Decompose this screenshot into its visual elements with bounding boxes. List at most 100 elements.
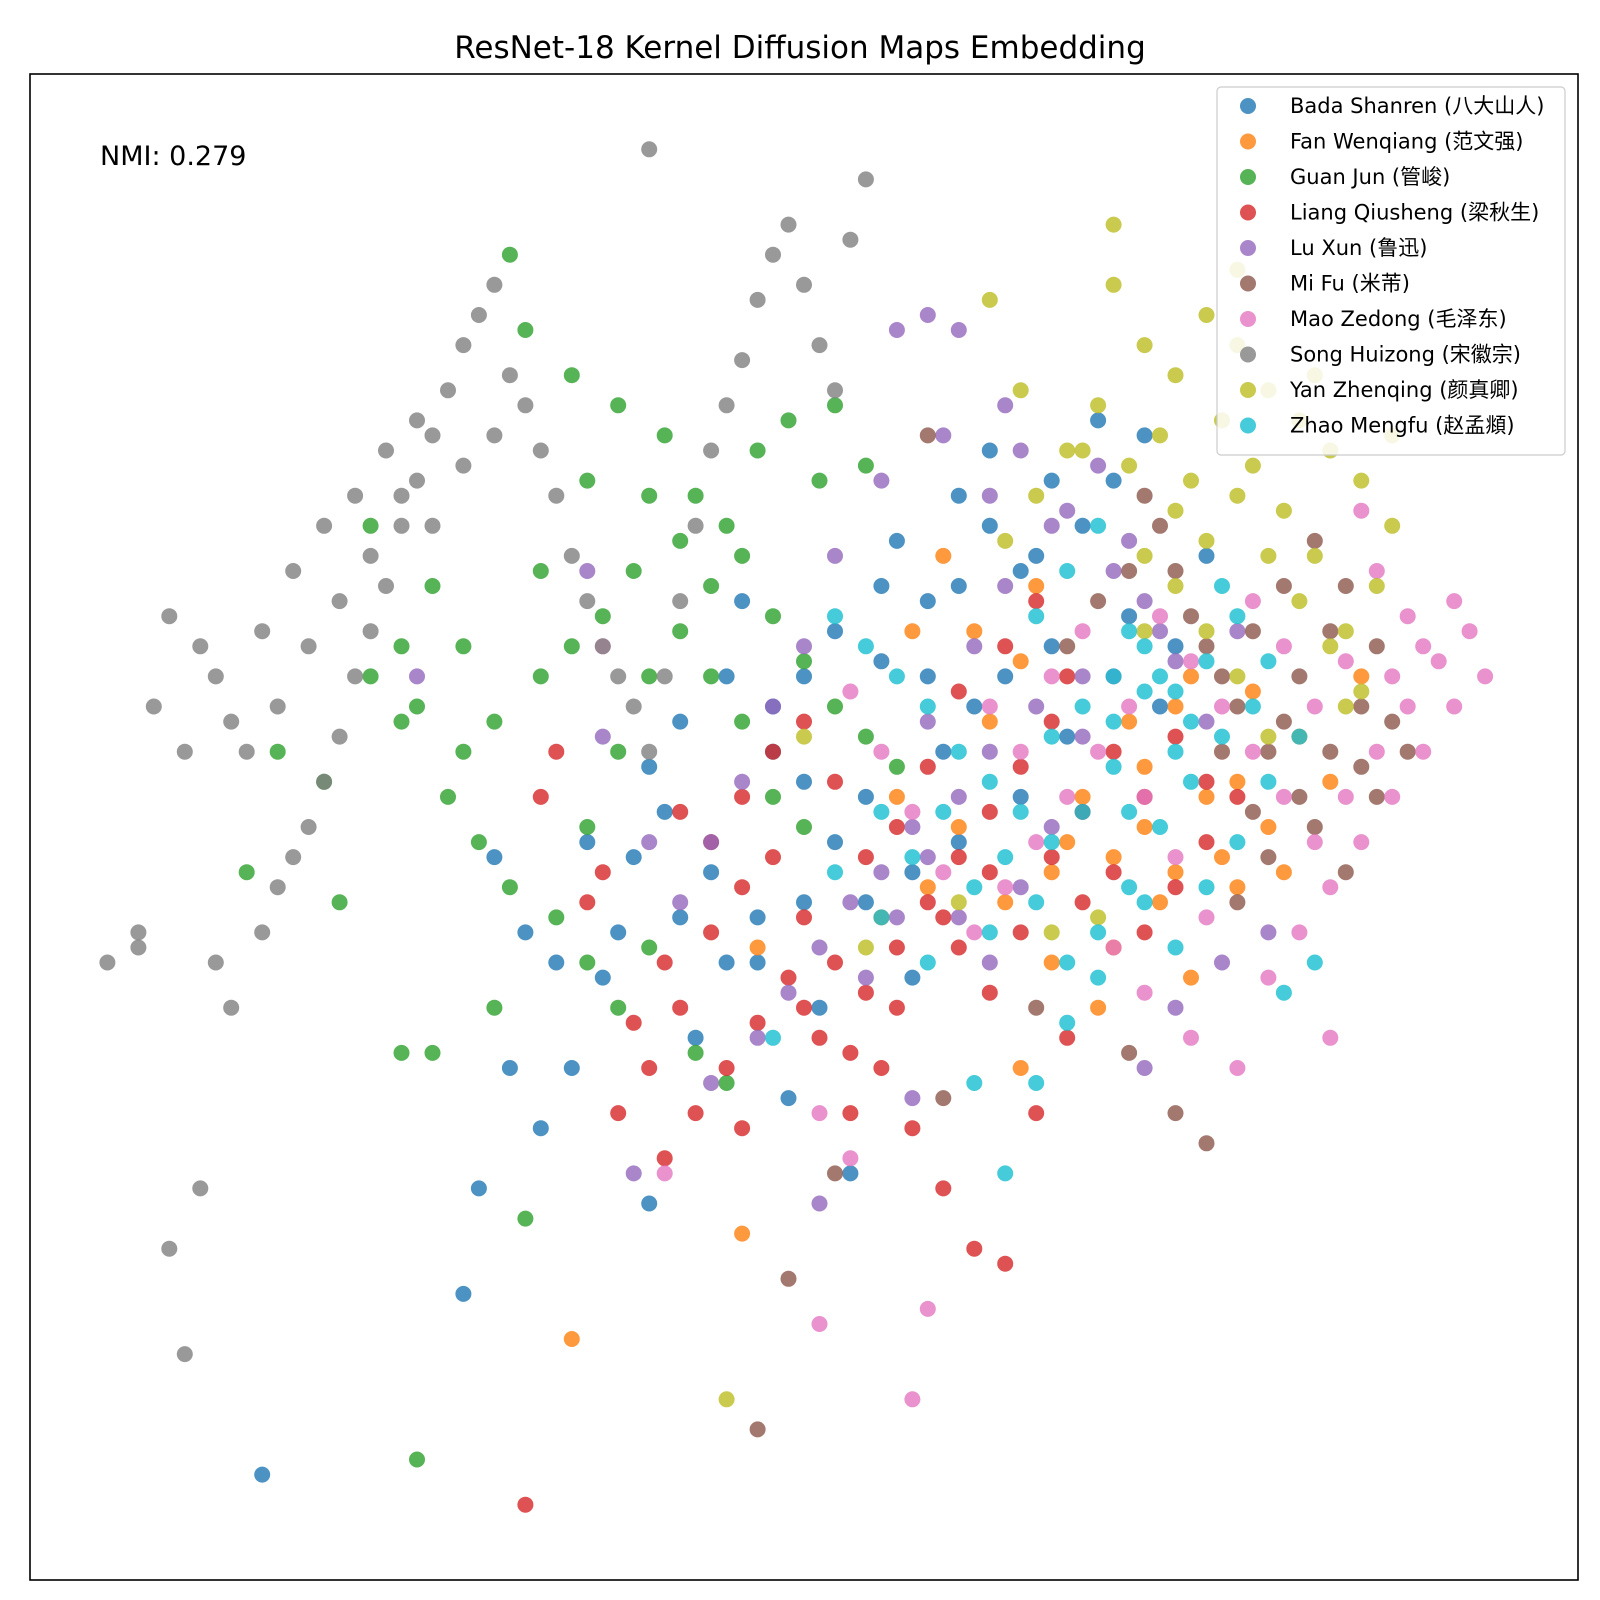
data-point-series-6: [1229, 1060, 1246, 1076]
data-point-series-9: [1260, 653, 1277, 670]
data-point-series-7: [145, 698, 162, 715]
data-point-series-6: [1183, 1029, 1199, 1046]
data-point-series-0: [1121, 608, 1138, 625]
data-point-series-3: [796, 999, 812, 1016]
data-point-series-1: [1167, 698, 1184, 715]
data-point-series-5: [1028, 999, 1045, 1016]
data-point-series-0: [904, 864, 921, 881]
data-point-series-8: [1384, 517, 1401, 534]
data-point-series-5: [1059, 638, 1076, 655]
data-point-series-1: [904, 623, 921, 640]
data-point-series-8: [1028, 487, 1045, 504]
data-point-series-3: [1043, 849, 1060, 866]
data-point-series-1: [1214, 849, 1230, 866]
legend-label: Lu Xun (鲁迅): [1290, 236, 1427, 260]
data-point-series-2: [393, 713, 410, 730]
data-point-series-4: [1028, 698, 1045, 715]
data-point-series-1: [1043, 864, 1060, 881]
data-point-series-9: [1059, 954, 1076, 971]
data-point-series-7: [455, 457, 472, 474]
data-point-series-0: [796, 668, 812, 685]
data-point-series-7: [424, 427, 441, 444]
data-point-series-8: [1090, 909, 1107, 926]
data-point-series-3: [857, 984, 874, 1001]
data-point-series-4: [579, 563, 596, 579]
legend-marker: [1240, 382, 1256, 398]
data-point-series-4: [1074, 668, 1091, 685]
data-point-series-7: [641, 141, 658, 158]
data-point-series-2: [548, 909, 565, 926]
data-point-series-4: [811, 939, 828, 956]
data-point-series-4: [796, 638, 812, 655]
data-point-series-0: [981, 517, 998, 534]
data-point-series-0: [873, 653, 890, 670]
data-point-series-8: [1198, 532, 1215, 549]
data-point-series-3: [842, 1105, 859, 1122]
data-point-series-5: [1399, 743, 1416, 760]
data-point-series-7: [347, 668, 364, 685]
data-point-series-4: [811, 1195, 828, 1212]
data-point-series-2: [641, 487, 658, 504]
data-point-series-2: [238, 864, 255, 881]
data-point-series-1: [919, 879, 936, 896]
data-point-series-3: [1105, 743, 1122, 760]
data-point-series-5: [1291, 788, 1308, 805]
data-point-series-1: [1322, 773, 1339, 790]
data-point-series-4: [625, 1165, 642, 1182]
data-point-series-0: [873, 578, 890, 594]
data-point-series-6: [981, 698, 998, 715]
data-point-series-5: [1229, 894, 1246, 911]
data-point-series-7: [563, 547, 580, 564]
data-point-series-5: [1229, 698, 1246, 715]
data-point-series-7: [161, 1240, 178, 1257]
data-point-series-9: [1244, 698, 1261, 715]
data-point-series-6: [1244, 743, 1261, 760]
legend-marker: [1240, 346, 1256, 363]
data-point-series-0: [888, 532, 905, 549]
data-point-series-0: [517, 924, 534, 941]
points-layer: [99, 141, 1494, 1513]
data-point-series-7: [656, 668, 673, 685]
data-point-series-8: [1275, 502, 1292, 519]
data-point-series-2: [703, 578, 720, 594]
data-point-series-0: [919, 668, 936, 685]
data-point-series-7: [316, 517, 333, 534]
data-point-series-9: [827, 864, 843, 881]
data-point-series-7: [192, 1180, 209, 1197]
data-point-series-6: [919, 1300, 936, 1317]
data-point-series-4: [997, 397, 1014, 414]
data-point-series-8: [1136, 337, 1153, 354]
data-point-series-5: [1337, 578, 1354, 594]
data-point-series-2: [749, 442, 766, 459]
data-point-series-9: [827, 608, 843, 625]
data-point-series-2: [486, 999, 503, 1016]
data-point-series-0: [827, 623, 843, 640]
data-point-series-9: [1028, 608, 1045, 625]
data-point-series-0: [455, 1285, 472, 1302]
data-point-series-3: [718, 1060, 735, 1076]
data-point-series-0: [827, 834, 843, 851]
data-point-series-8: [950, 894, 967, 911]
data-point-series-7: [532, 442, 549, 459]
data-point-series-7: [501, 367, 518, 384]
data-point-series-9: [1043, 834, 1060, 851]
data-point-series-9: [1136, 638, 1153, 655]
data-point-series-9: [1090, 969, 1107, 986]
data-point-series-2: [517, 322, 534, 338]
data-point-series-0: [1152, 698, 1168, 715]
data-point-series-5: [1322, 743, 1339, 760]
data-point-series-5: [1198, 638, 1215, 655]
data-point-series-1: [950, 819, 967, 835]
data-point-series-5: [1214, 668, 1230, 685]
legend-frame: [1216, 86, 1566, 456]
data-point-series-1: [1260, 819, 1277, 835]
data-point-series-9: [1121, 879, 1138, 896]
data-point-series-3: [765, 743, 781, 760]
data-point-series-0: [641, 758, 658, 775]
data-point-series-0: [796, 773, 812, 790]
data-point-series-8: [857, 939, 874, 956]
legend-marker: [1240, 240, 1256, 256]
data-point-series-2: [331, 894, 348, 911]
data-point-series-9: [1152, 668, 1168, 685]
data-point-series-3: [687, 1105, 704, 1122]
